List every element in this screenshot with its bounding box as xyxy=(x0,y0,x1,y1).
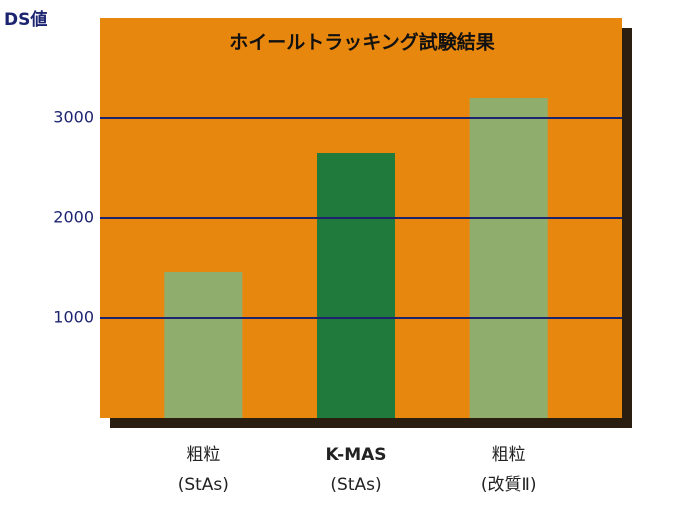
bar xyxy=(469,98,548,418)
x-tick-label: 粗粒 xyxy=(186,445,220,465)
y-tick-label: 3000 xyxy=(53,108,94,127)
x-tick-label: K-MAS xyxy=(325,445,386,465)
y-tick-label: 2000 xyxy=(53,208,94,227)
x-tick-label: (StAs) xyxy=(330,475,381,495)
y-axis-label: DS値 xyxy=(4,9,47,30)
x-tick-label: 粗粒 xyxy=(492,445,526,465)
bar xyxy=(164,272,243,418)
x-tick-label: (StAs) xyxy=(178,475,229,495)
chart-title: ホイールトラッキング試験結果 xyxy=(229,31,494,54)
x-tick-label: (改質Ⅱ) xyxy=(481,475,537,495)
y-tick-label: 1000 xyxy=(53,308,94,327)
bar xyxy=(317,153,395,418)
